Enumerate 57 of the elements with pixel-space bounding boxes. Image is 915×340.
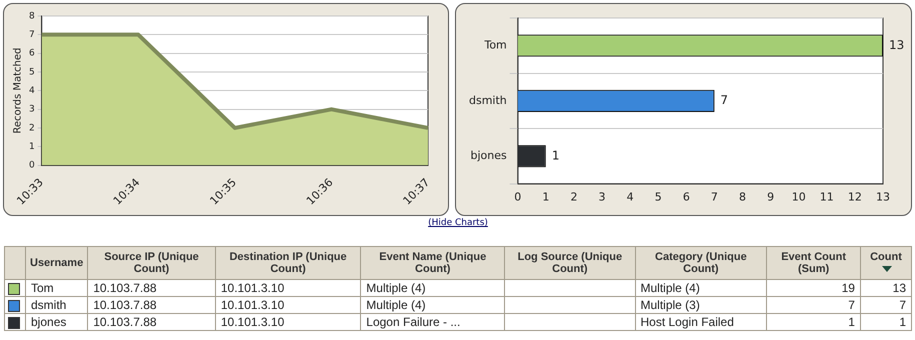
text: 1 [766,314,860,330]
text: 10.101.3.10 [215,296,361,314]
text: Multiple (3) [635,296,767,314]
x-tick-label: 4 [626,190,634,204]
text: 10.103.7.88 [88,296,216,314]
text: Multiple (4) [360,280,505,296]
x-tick-label: 13 [876,190,890,204]
text: 10.103.7.88 [88,280,216,296]
y-tick-label: 5 [28,67,35,78]
text: Multiple (4) [360,296,505,314]
y-tick-label: 7 [28,30,35,40]
x-tick-label: 1 [542,190,550,204]
text: Host Login Failed [635,314,767,330]
y-tick-label: 8 [28,11,35,22]
text: Logon Failure - ... [360,314,505,330]
text: 10.101.3.10 [215,280,361,296]
x-tick-label: 12 [848,190,862,204]
y-tick-label: Tom [483,38,507,52]
y-tick-label: 4 [28,86,35,96]
y-tick-label: 3 [28,104,35,115]
category-label: Event Name (Unique Count) [360,246,505,280]
data-label: 7 [720,93,728,108]
text: Multiple (4) [635,280,767,296]
y-tick-label: 0 [28,160,35,171]
x-tick-label: 11 [820,190,834,204]
x-tick-label: 7 [710,190,718,204]
category-label: Log Source (Unique Count) [504,246,635,280]
category-label: Event Count (Sum) [766,246,860,280]
x-tick-label: 0 [514,190,522,204]
y-tick-label: bjones [470,149,508,162]
x-tick-label: 6 [682,190,690,204]
category-label: Count [860,246,912,280]
category-label: Destination IP (Unique Count) [215,246,361,280]
y-tick-label: 1 [28,142,35,152]
text: 1 [860,314,912,330]
y-axis-title: Records Matched [12,48,24,134]
text: 10.103.7.88 [88,314,216,330]
text: 19 [766,280,860,296]
text: 7 [860,296,912,314]
category-label: Source IP (Unique Count) [88,246,216,280]
x-tick-label: 9 [767,190,774,204]
data-label: 1 [552,148,560,162]
x-tick-label: 5 [654,190,662,204]
category-label: Username [26,246,88,280]
x-tick-label: 10 [792,190,806,204]
text: (Hide Charts) [427,218,489,230]
text: 13 [860,280,912,296]
y-tick-label: 2 [28,123,35,134]
x-tick-label: 2 [570,190,578,204]
x-tick-label: 3 [598,190,606,204]
x-tick-label: 8 [739,190,746,204]
text: 10.101.3.10 [215,314,361,330]
category-label: Category (Unique Count) [635,246,767,280]
data-label: 13 [889,38,904,52]
y-tick-label: 6 [28,48,35,59]
text: 7 [766,296,860,314]
y-tick-label: dsmith [468,94,507,107]
